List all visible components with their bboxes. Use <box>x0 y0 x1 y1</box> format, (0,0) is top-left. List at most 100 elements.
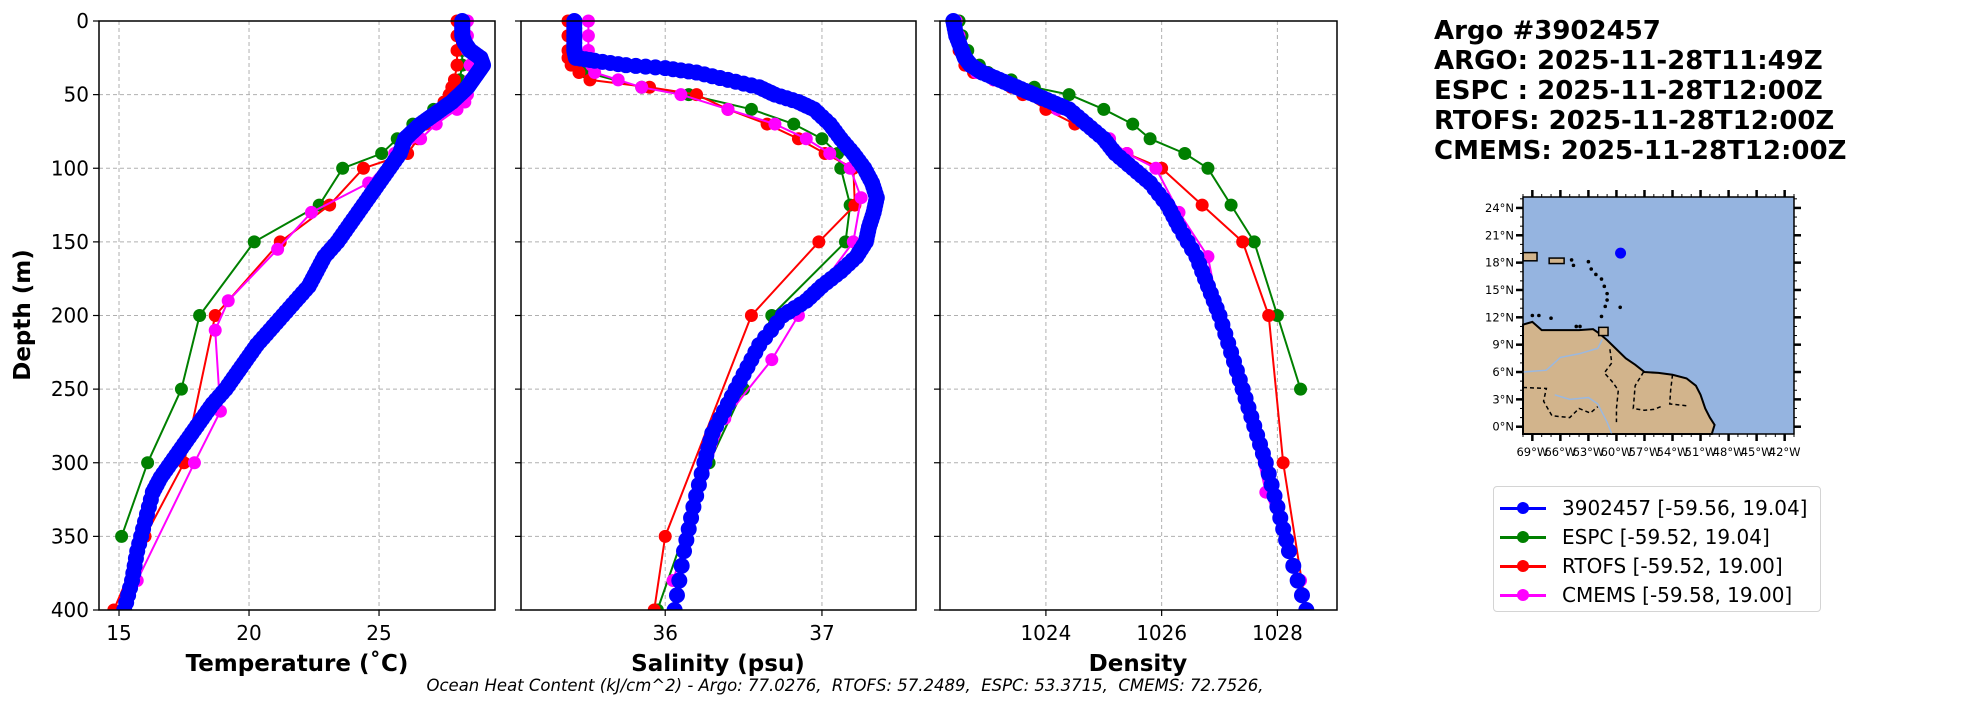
lat-tick-label: 24°N <box>1485 201 1514 215</box>
legend-swatch-argo <box>1500 498 1546 518</box>
x-tick-label: 1024 <box>1020 621 1071 645</box>
island <box>1578 324 1582 329</box>
espc-marker <box>336 161 350 175</box>
y-tick-label: 200 <box>51 304 89 328</box>
y-tick-label: 350 <box>51 524 89 548</box>
x-tick-label: 37 <box>809 621 834 645</box>
espc-marker <box>1097 102 1111 116</box>
series-group <box>561 13 885 610</box>
espc-marker <box>1062 88 1076 102</box>
title-espc-time: ESPC : 2025-11-28T12:00Z <box>1434 76 1823 106</box>
cmems-marker <box>721 102 735 116</box>
cmems-marker <box>1149 161 1163 175</box>
rtofs-marker <box>744 309 758 322</box>
float-position-marker <box>1615 247 1627 259</box>
argo-marker <box>116 602 133 610</box>
y-tick-label: 250 <box>51 377 89 401</box>
lon-tick-label: 63°W <box>1573 445 1605 459</box>
island <box>1549 316 1553 321</box>
cmems-marker <box>799 132 813 146</box>
lon-tick-label: 69°W <box>1516 445 1548 459</box>
rtofs-marker <box>450 58 464 72</box>
lon-tick-label: 42°W <box>1769 445 1801 459</box>
x-tick-label: 20 <box>236 621 261 645</box>
rtofs-marker <box>1276 456 1290 470</box>
temperature-axis-label: Temperature (˚C) <box>186 650 409 677</box>
island <box>1599 314 1604 319</box>
legend-label: 3902457 [-59.56, 19.04] <box>1562 495 1808 520</box>
x-tick-label: 1026 <box>1136 621 1187 645</box>
salinity-axis-label: Salinity (psu) <box>631 651 805 677</box>
lat-tick-label: 3°N <box>1492 392 1514 406</box>
map-frame <box>1522 196 1795 435</box>
lon-tick-label: 48°W <box>1713 445 1745 459</box>
lon-tick-label: 54°W <box>1657 445 1689 459</box>
island <box>1605 291 1609 296</box>
density-axis-label: Density <box>1089 651 1188 677</box>
island <box>1605 298 1609 302</box>
river-branco <box>1554 394 1613 435</box>
argo-marker <box>666 602 683 610</box>
cmems-marker <box>765 353 779 367</box>
island <box>1594 272 1598 277</box>
espc-marker <box>247 235 261 249</box>
argo-marker <box>676 543 693 560</box>
argo-marker <box>1285 557 1302 574</box>
espc-marker <box>141 456 155 470</box>
island <box>1618 305 1622 310</box>
espc-marker <box>787 117 801 131</box>
lat-tick-label: 15°N <box>1485 283 1514 297</box>
country-border <box>1668 374 1687 407</box>
espc-marker <box>1224 198 1238 212</box>
rtofs-marker <box>812 235 826 249</box>
country-border <box>1522 386 1599 419</box>
island <box>1599 277 1604 281</box>
island <box>1569 258 1574 262</box>
rtofs-marker <box>572 66 586 80</box>
land-hispaniola <box>1522 251 1538 262</box>
legend-label: CMEMS [-59.58, 19.00] <box>1562 582 1793 607</box>
country-border <box>1603 349 1620 423</box>
legend-label: RTOFS [-59.52, 19.00] <box>1562 553 1783 578</box>
y-tick-label: 50 <box>64 83 89 107</box>
cmems-marker <box>674 88 688 102</box>
rtofs-marker <box>356 161 370 175</box>
argo-marker <box>1298 602 1315 610</box>
island <box>1537 313 1541 318</box>
title-rtofs-time: RTOFS: 2025-11-28T12:00Z <box>1434 106 1835 136</box>
lat-tick-label: 18°N <box>1485 256 1514 270</box>
espc-marker <box>174 382 188 396</box>
island <box>1589 267 1594 271</box>
y-tick-label: 300 <box>51 451 89 475</box>
depth-axis-label: Depth (m) <box>10 249 36 381</box>
land-south-america <box>1522 320 1716 435</box>
lat-tick-label: 6°N <box>1492 365 1514 379</box>
lon-tick-label: 66°W <box>1544 445 1576 459</box>
legend-swatch-cmems <box>1500 585 1546 605</box>
cmems-marker <box>581 29 595 43</box>
argo-marker <box>673 557 690 574</box>
espc-marker <box>1178 147 1192 161</box>
espc-marker <box>1294 382 1308 396</box>
cmems-marker <box>823 147 837 161</box>
island <box>1574 324 1579 329</box>
title-cmems-time: CMEMS: 2025-11-28T12:00Z <box>1434 136 1847 166</box>
argo-marker <box>1289 572 1306 589</box>
figure-title: Argo #3902457 ARGO: 2025-11-28T11:49Z ES… <box>1434 16 1846 166</box>
rtofs-marker <box>1195 198 1209 212</box>
espc-marker <box>375 147 389 161</box>
rtofs-marker <box>208 309 222 322</box>
espc-marker <box>115 529 129 543</box>
lon-tick-label: 60°W <box>1601 445 1633 459</box>
espc-marker <box>193 309 207 322</box>
y-tick-label: 150 <box>51 230 89 254</box>
rtofs-marker <box>658 529 672 543</box>
lat-tick-label: 0°N <box>1492 420 1514 434</box>
island <box>1603 304 1608 309</box>
legend-item-rtofs: RTOFS [-59.52, 19.00] <box>1500 551 1820 580</box>
x-tick-label: 25 <box>366 621 391 645</box>
lon-tick-label: 45°W <box>1741 445 1773 459</box>
espc-marker <box>1247 235 1261 249</box>
